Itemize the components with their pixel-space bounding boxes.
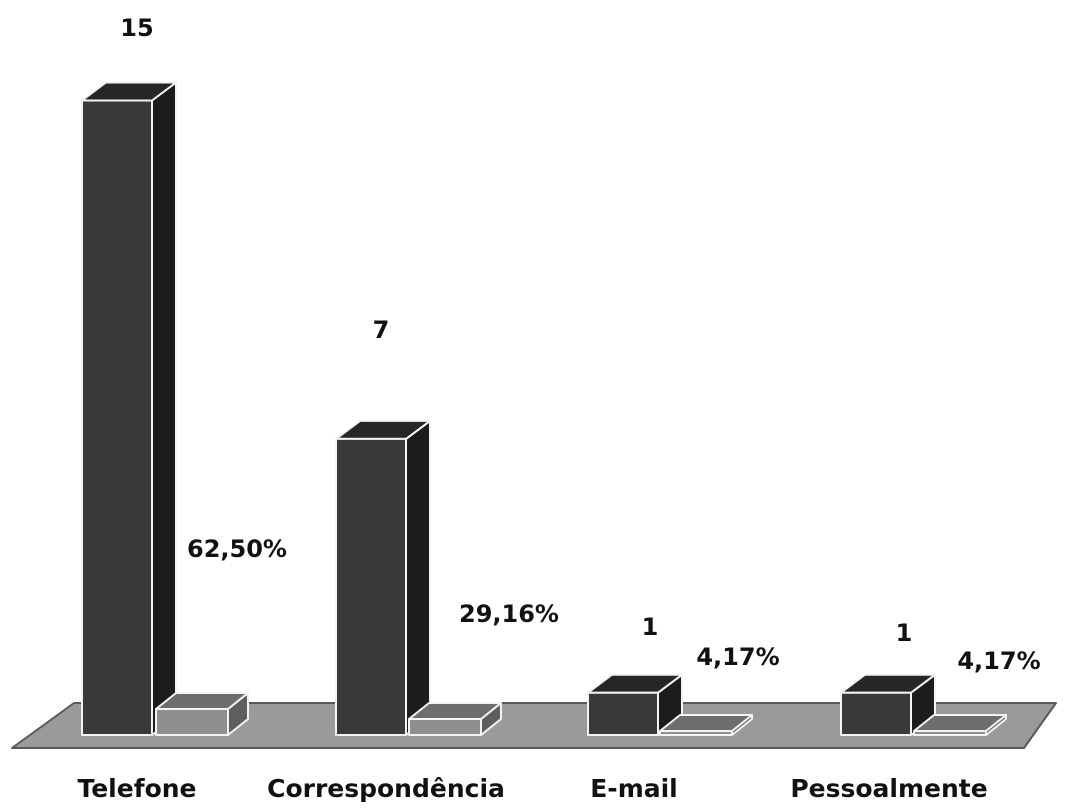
percent-label-2: 4,17% (696, 643, 779, 671)
percent-label-1: 29,16% (459, 600, 559, 628)
category-label-1: Correspondência (267, 774, 505, 803)
count-label-2: 1 (642, 613, 659, 641)
percent-bar-3-front (913, 730, 987, 736)
count-bar-3-front (840, 691, 912, 736)
count-bar-2-front (587, 691, 659, 736)
chart-floor (11, 702, 1057, 749)
percent-bar-2-front (659, 730, 733, 736)
percent-label-3: 4,17% (957, 647, 1040, 675)
count-bar-0-front (81, 99, 153, 736)
count-label-3: 1 (896, 619, 913, 647)
category-label-0: Telefone (77, 774, 196, 803)
count-label-0: 15 (120, 14, 153, 42)
count-label-1: 7 (373, 316, 390, 344)
percent-bar-0-front (155, 708, 229, 736)
count-bar-0-side (151, 81, 177, 736)
category-label-3: Pessoalmente (790, 774, 987, 803)
count-bar-1-front (335, 437, 407, 736)
percent-bar-1-front (408, 718, 482, 736)
count-bar-1-side (405, 419, 431, 736)
category-label-2: E-mail (590, 774, 678, 803)
percent-label-0: 62,50% (187, 535, 287, 563)
